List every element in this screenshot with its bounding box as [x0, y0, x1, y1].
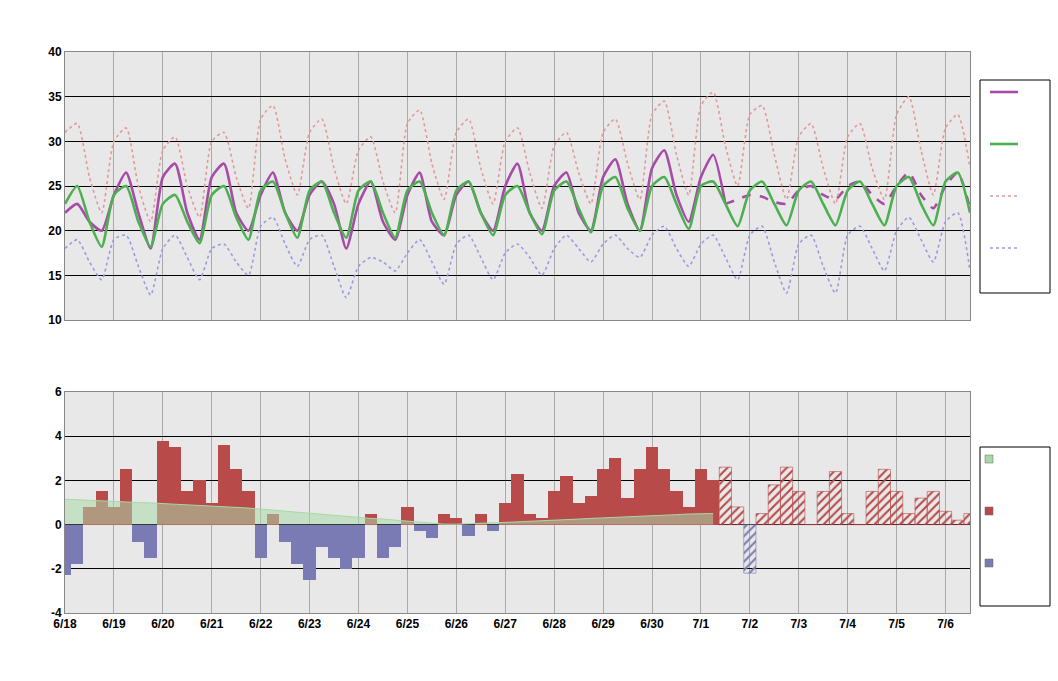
svg-text:6/22: 6/22 [249, 617, 273, 631]
svg-text:6/30: 6/30 [640, 617, 664, 631]
svg-text:7/3: 7/3 [790, 617, 807, 631]
svg-text:7/5: 7/5 [888, 617, 905, 631]
svg-text:6/26: 6/26 [445, 617, 469, 631]
svg-text:6/18: 6/18 [53, 617, 77, 631]
svg-text:6/29: 6/29 [591, 617, 615, 631]
svg-text:7/4: 7/4 [839, 617, 856, 631]
svg-text:7/2: 7/2 [742, 617, 759, 631]
svg-text:25: 25 [48, 179, 62, 193]
svg-text:6/19: 6/19 [102, 617, 126, 631]
svg-text:4: 4 [55, 429, 62, 443]
svg-text:40: 40 [48, 45, 62, 59]
svg-text:6: 6 [55, 385, 62, 399]
svg-text:-4: -4 [51, 606, 62, 620]
svg-text:6/23: 6/23 [298, 617, 322, 631]
svg-text:0: 0 [55, 518, 62, 532]
svg-text:7/6: 7/6 [937, 617, 954, 631]
svg-text:7/1: 7/1 [693, 617, 710, 631]
svg-text:-2: -2 [51, 562, 62, 576]
svg-text:6/20: 6/20 [151, 617, 175, 631]
svg-text:30: 30 [48, 135, 62, 149]
svg-text:6/28: 6/28 [543, 617, 567, 631]
svg-text:2: 2 [55, 474, 62, 488]
svg-text:35: 35 [48, 90, 62, 104]
svg-text:20: 20 [48, 224, 62, 238]
svg-text:6/24: 6/24 [347, 617, 371, 631]
svg-text:6/21: 6/21 [200, 617, 224, 631]
svg-text:10: 10 [48, 313, 62, 327]
svg-text:6/25: 6/25 [396, 617, 420, 631]
svg-text:6/27: 6/27 [494, 617, 518, 631]
svg-text:15: 15 [48, 269, 62, 283]
